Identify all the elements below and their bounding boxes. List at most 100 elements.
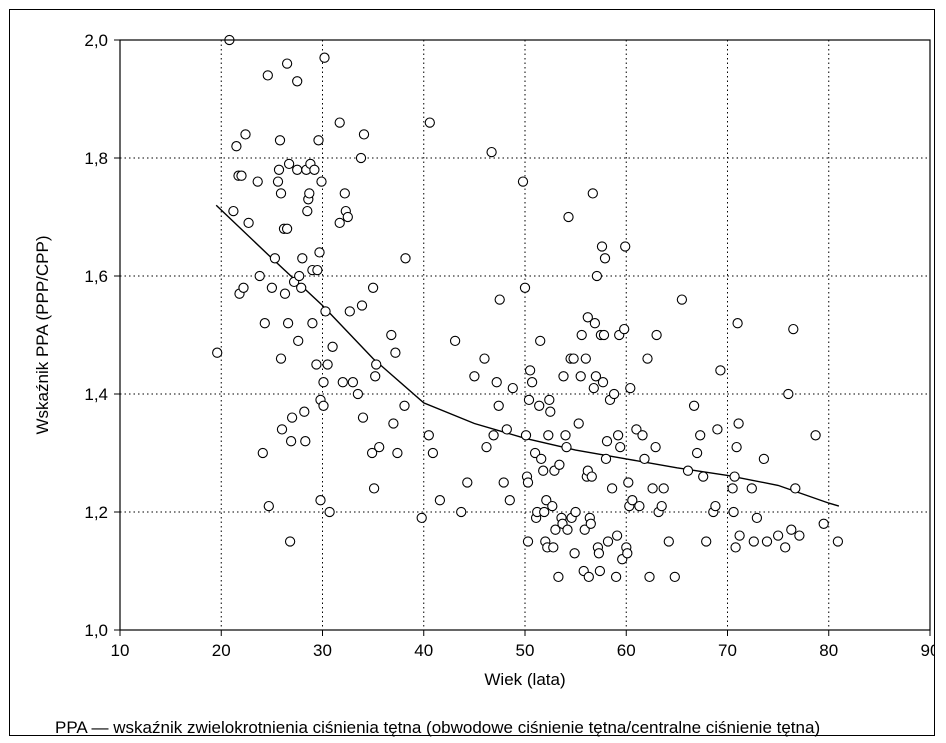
- data-point: [599, 253, 611, 264]
- trend-line: [215, 204, 840, 507]
- data-point: [644, 571, 655, 583]
- data-point: [501, 424, 512, 435]
- data-point: [544, 394, 555, 406]
- data-point: [273, 164, 285, 175]
- data-point: [586, 471, 597, 482]
- data-point: [386, 329, 397, 341]
- data-point: [647, 483, 658, 494]
- data-point: [610, 571, 622, 583]
- data-point: [322, 359, 333, 370]
- data-point: [374, 441, 385, 453]
- data-point: [312, 264, 323, 276]
- data-point: [669, 571, 680, 583]
- data-point: [449, 335, 461, 347]
- data-point: [302, 205, 313, 217]
- chart-frame: 10 20 30 40 50 60 70 80 90 1,0 1,2 1,4 1,6 1,8 2,0 Wi…: [9, 9, 935, 737]
- data-point: [522, 477, 534, 488]
- data-point: [688, 400, 700, 411]
- data-point: [416, 512, 427, 524]
- data-point: [275, 353, 287, 364]
- data-point: [734, 530, 745, 541]
- data-point: [504, 495, 515, 506]
- data-point: [297, 253, 308, 264]
- data-point: [583, 571, 594, 583]
- y-tick-label: 1,8: [84, 149, 108, 168]
- data-point: [434, 495, 446, 506]
- data-point: [554, 459, 565, 470]
- data-point: [355, 152, 367, 164]
- data-point: [602, 536, 614, 547]
- data-point: [698, 471, 709, 482]
- x-tick-label: 70: [718, 641, 737, 660]
- data-point: [612, 430, 624, 441]
- data-point: [469, 371, 480, 382]
- plot-border: [119, 39, 931, 631]
- data-point: [746, 483, 757, 494]
- data-point: [424, 117, 435, 128]
- data-point: [619, 323, 630, 335]
- data-point: [299, 406, 310, 417]
- data-point: [358, 129, 370, 140]
- data-point: [730, 542, 741, 553]
- data-point: [307, 318, 318, 329]
- data-point: [727, 483, 738, 494]
- data-point: [300, 436, 311, 447]
- data-point: [535, 335, 546, 347]
- data-point: [292, 164, 303, 175]
- data-point: [238, 282, 249, 293]
- data-point: [390, 347, 401, 358]
- data-point: [534, 400, 545, 411]
- data-point: [275, 188, 287, 199]
- data-point: [334, 117, 345, 128]
- data-point: [637, 430, 648, 441]
- data-point: [356, 300, 368, 311]
- y-tick-label: 1,0: [84, 621, 108, 640]
- data-point: [344, 306, 355, 317]
- data-point: [568, 353, 579, 364]
- data-point: [498, 477, 509, 488]
- data-point: [231, 141, 242, 152]
- data-point: [639, 453, 650, 465]
- data-point: [462, 477, 473, 488]
- data-point: [392, 447, 403, 459]
- data-point: [283, 158, 295, 170]
- data-point: [423, 430, 434, 441]
- data-point: [558, 371, 569, 382]
- data-point: [622, 548, 633, 559]
- data-point: [656, 500, 667, 512]
- data-point: [548, 542, 559, 553]
- data-point: [761, 536, 773, 547]
- data-point: [682, 465, 694, 476]
- data-point: [832, 536, 844, 547]
- data-point: [319, 52, 330, 63]
- data-point: [561, 441, 572, 453]
- x-tick-label: 20: [212, 641, 231, 660]
- data-point: [493, 400, 504, 411]
- data-point: [733, 418, 744, 429]
- data-point: [642, 353, 653, 364]
- data-point: [266, 282, 278, 293]
- data-point: [625, 382, 636, 394]
- data-point: [320, 306, 331, 317]
- data-point: [371, 359, 382, 370]
- data-point: [479, 353, 490, 364]
- data-point: [631, 424, 642, 435]
- data-point: [315, 495, 326, 506]
- data-point: [281, 58, 293, 69]
- x-tick-label: 60: [617, 641, 636, 660]
- data-point: [274, 135, 286, 146]
- data-point: [524, 365, 536, 376]
- data-point: [596, 241, 608, 252]
- data-point: [352, 388, 364, 400]
- data-point: [695, 430, 706, 441]
- data-point: [526, 377, 538, 388]
- data-point: [281, 223, 293, 234]
- data-point: [651, 329, 662, 341]
- data-point: [691, 447, 703, 459]
- data-point: [563, 211, 574, 223]
- data-point: [751, 512, 763, 524]
- data-point: [212, 347, 223, 358]
- data-point: [342, 211, 353, 223]
- data-point: [236, 170, 247, 181]
- data-point: [794, 530, 805, 541]
